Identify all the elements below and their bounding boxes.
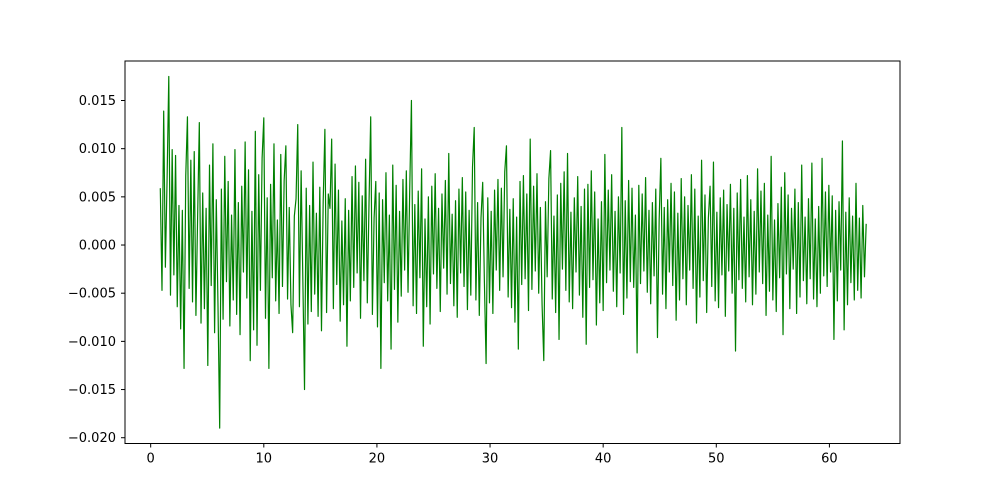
y-tick-label: −0.015 <box>68 383 116 398</box>
x-tick-label: 60 <box>821 451 838 466</box>
y-tick-label: 0.005 <box>79 190 116 205</box>
y-tick-label: −0.005 <box>68 287 116 302</box>
y-tick-label: 0.000 <box>79 239 116 254</box>
axes-frame <box>124 60 901 444</box>
x-tick-label: 40 <box>595 451 612 466</box>
x-tick-label: 20 <box>369 451 386 466</box>
data-series-line <box>159 75 867 429</box>
y-tick-label: −0.010 <box>68 335 116 350</box>
x-tick-label: 50 <box>708 451 725 466</box>
x-tick-label: 10 <box>256 451 273 466</box>
x-tick-label: 30 <box>482 451 499 466</box>
y-tick-label: 0.015 <box>79 94 116 109</box>
y-tick-label: −0.020 <box>68 431 116 446</box>
y-tick-label: 0.010 <box>79 142 116 157</box>
x-tick-label: 0 <box>147 451 155 466</box>
